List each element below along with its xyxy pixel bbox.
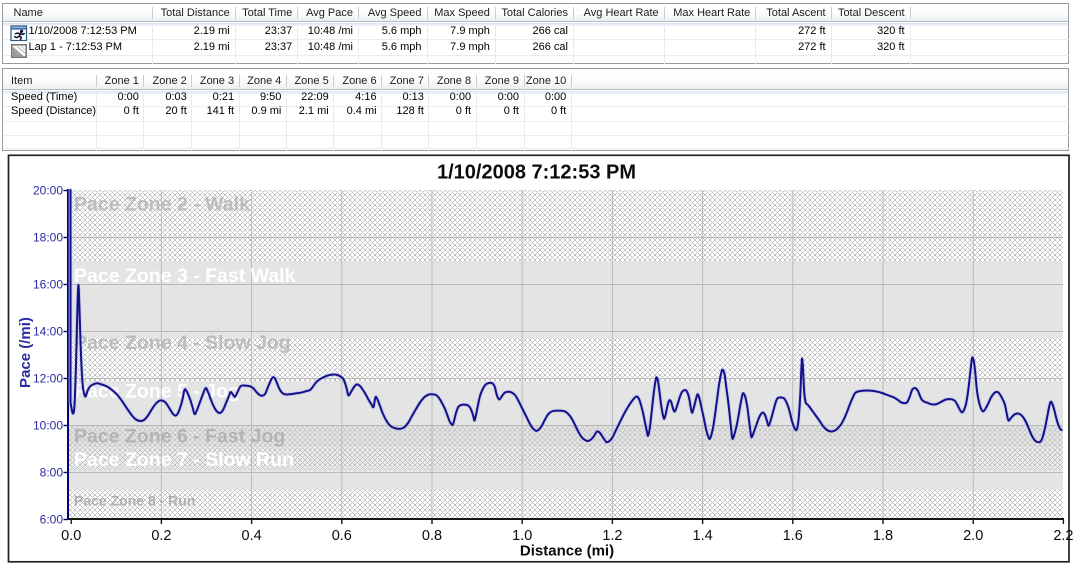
svg-text:0.4: 0.4	[242, 528, 262, 544]
svg-text:16:00: 16:00	[33, 278, 63, 292]
svg-text:0.0: 0.0	[61, 528, 81, 544]
svg-text:18:00: 18:00	[33, 231, 63, 245]
svg-text:12:00: 12:00	[33, 372, 63, 386]
svg-text:2.0: 2.0	[963, 528, 983, 544]
svg-text:1.2: 1.2	[602, 528, 622, 544]
svg-text:1.6: 1.6	[783, 528, 803, 544]
svg-text:1/10/2008 7:12:53 PM: 1/10/2008 7:12:53 PM	[437, 162, 636, 184]
svg-text:2.2: 2.2	[1053, 528, 1073, 544]
svg-text:6:00: 6:00	[40, 513, 64, 527]
svg-text:Pace Zone 4 - Slow Jog: Pace Zone 4 - Slow Jog	[74, 332, 291, 354]
svg-text:10:00: 10:00	[33, 419, 63, 433]
svg-text:Pace Zone 5 - Jog: Pace Zone 5 - Jog	[74, 381, 240, 403]
svg-text:Pace (/mi): Pace (/mi)	[17, 317, 34, 388]
svg-text:0.6: 0.6	[332, 528, 352, 544]
svg-text:1.4: 1.4	[693, 528, 713, 544]
svg-text:20:00: 20:00	[33, 184, 63, 198]
svg-text:Pace Zone 7 - Slow Run: Pace Zone 7 - Slow Run	[74, 449, 294, 471]
svg-text:Pace Zone 3 - Fast Walk: Pace Zone 3 - Fast Walk	[74, 265, 296, 287]
svg-text:14:00: 14:00	[33, 325, 63, 339]
svg-text:Distance (mi): Distance (mi)	[520, 543, 614, 560]
svg-text:0.2: 0.2	[151, 528, 171, 544]
svg-text:1.0: 1.0	[512, 528, 532, 544]
svg-text:Pace Zone 6 - Fast Jog: Pace Zone 6 - Fast Jog	[74, 426, 285, 448]
svg-text:Pace Zone 8 - Run: Pace Zone 8 - Run	[74, 493, 195, 509]
svg-text:Pace Zone 2 - Walk: Pace Zone 2 - Walk	[74, 194, 250, 216]
svg-text:1.8: 1.8	[873, 528, 893, 544]
svg-text:8:00: 8:00	[40, 466, 64, 480]
svg-text:0.8: 0.8	[422, 528, 442, 544]
